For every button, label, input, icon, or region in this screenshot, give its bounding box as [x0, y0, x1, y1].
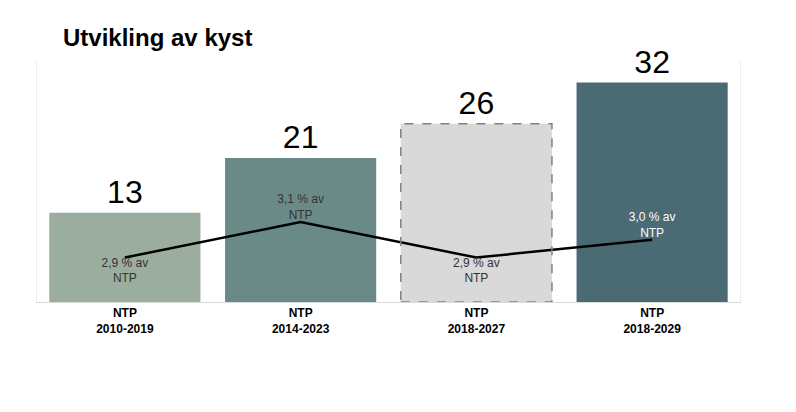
svg-text:2,9 % avNTP: 2,9 % avNTP	[102, 256, 149, 286]
svg-text:13: 13	[107, 174, 143, 210]
svg-text:32: 32	[634, 44, 670, 80]
svg-text:2,9 % avNTP: 2,9 % avNTP	[453, 256, 500, 286]
svg-text:26: 26	[459, 85, 495, 121]
svg-text:21: 21	[283, 119, 319, 155]
svg-text:3,0 % avNTP: 3,0 % avNTP	[629, 210, 676, 240]
svg-text:NTP2018-2027: NTP2018-2027	[448, 306, 506, 336]
svg-text:NTP2014-2023: NTP2014-2023	[272, 306, 330, 336]
svg-text:NTP2010-2019: NTP2010-2019	[96, 306, 154, 336]
svg-text:3,1 % avNTP: 3,1 % avNTP	[277, 192, 324, 222]
svg-text:NTP2018-2029: NTP2018-2029	[623, 306, 681, 336]
svg-text:Utvikling av kyst: Utvikling av kyst	[63, 24, 252, 51]
